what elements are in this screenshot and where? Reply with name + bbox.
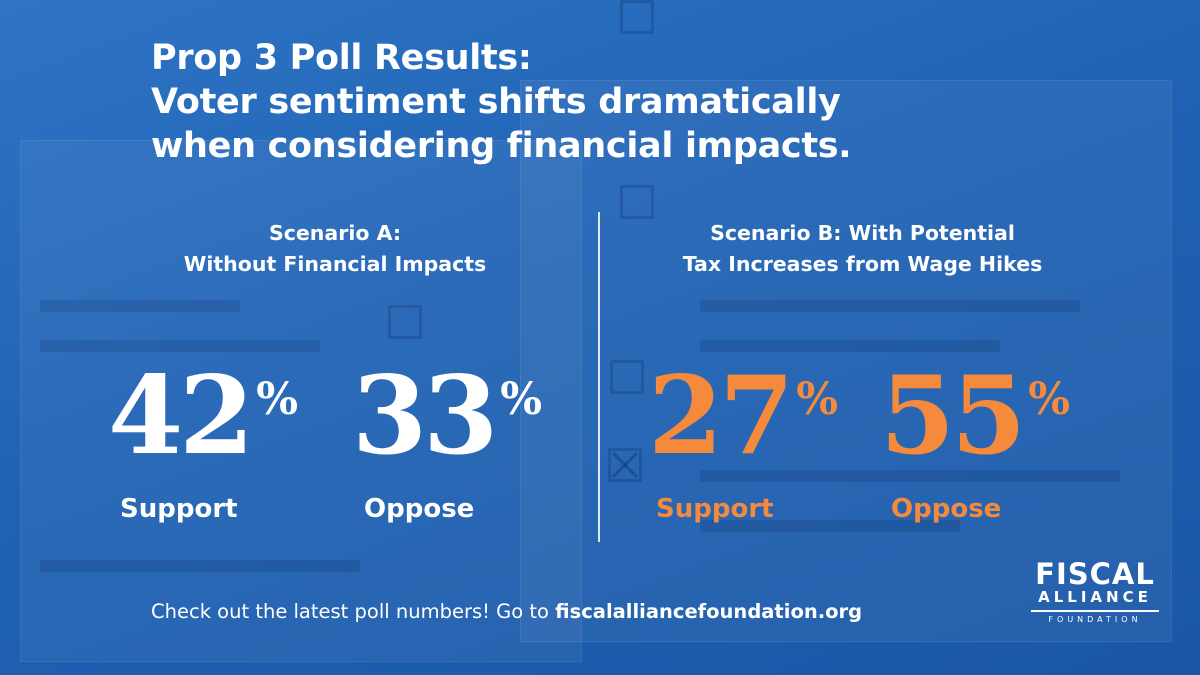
scenario-a-oppose-stat: 33%	[352, 360, 542, 472]
footer-callout: Check out the latest poll numbers! Go to…	[151, 600, 862, 623]
scenario-b-support-stat: 27%	[648, 360, 838, 472]
headline-line-1: Prop 3 Poll Results:	[151, 38, 532, 78]
scenario-a-oppose-value: 33	[352, 353, 498, 479]
percent-sign: %	[1028, 374, 1071, 425]
logo-line-3: FOUNDATION	[1048, 615, 1142, 624]
scenario-divider	[598, 212, 600, 542]
percent-sign: %	[256, 374, 299, 425]
scenario-b-title: Scenario B: With Potential Tax Increases…	[640, 218, 1085, 280]
headline-line-3: when considering financial impacts.	[151, 126, 852, 166]
scenario-a-support-value: 42	[108, 353, 254, 479]
scenario-b-oppose-value: 55	[880, 353, 1026, 479]
checked-box-icon	[608, 448, 642, 482]
headline-line-2: Voter sentiment shifts dramatically	[151, 82, 841, 122]
percent-sign: %	[500, 374, 543, 425]
percent-sign: %	[796, 374, 839, 425]
scenario-b-support-label: Support	[656, 494, 774, 524]
headline: Prop 3 Poll Results: Voter sentiment shi…	[151, 36, 852, 168]
logo-line-2: ALLIANCE	[1038, 588, 1152, 606]
scenario-a-support-label: Support	[120, 494, 238, 524]
scenario-a-oppose-label: Oppose	[364, 494, 475, 524]
scenario-a-title-line-2: Without Financial Impacts	[183, 252, 487, 276]
scenario-b-support-value: 27	[648, 353, 794, 479]
fiscal-alliance-logo: FISCAL ALLIANCE FOUNDATION	[1025, 560, 1165, 626]
logo-line-1: FISCAL	[1035, 557, 1155, 591]
scenario-a-title: Scenario A: Without Financial Impacts	[130, 218, 540, 280]
scenario-b-oppose-stat: 55%	[880, 360, 1070, 472]
scenario-b-title-line-2: Tax Increases from Wage Hikes	[682, 252, 1043, 276]
footer-url-link[interactable]: fiscalalliancefoundation.org	[555, 600, 863, 623]
scenario-b-title-line-1: Scenario B: With Potential	[710, 221, 1015, 245]
logo-rule	[1031, 610, 1159, 612]
scenario-b-oppose-label: Oppose	[891, 494, 1002, 524]
footer-text: Check out the latest poll numbers! Go to	[151, 600, 556, 623]
scenario-a-support-stat: 42%	[108, 360, 298, 472]
scenario-a-title-line-1: Scenario A:	[268, 221, 402, 245]
